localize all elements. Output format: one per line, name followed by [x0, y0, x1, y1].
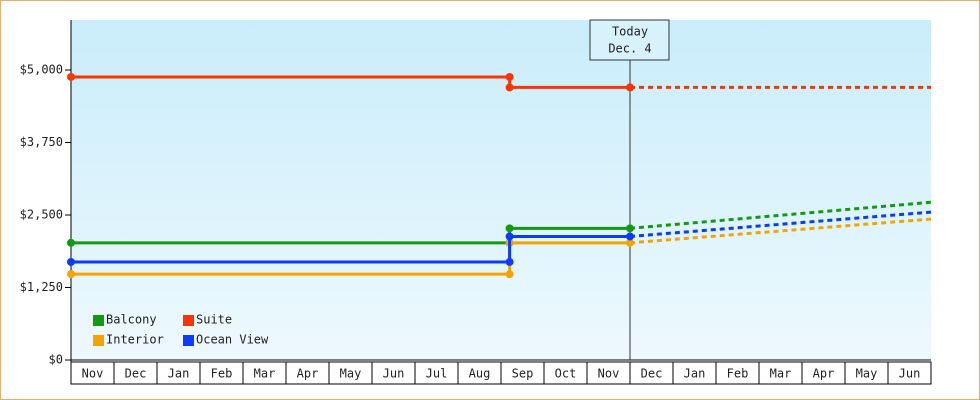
x-tick-label: May [340, 367, 362, 381]
legend-label: Ocean View [196, 333, 269, 347]
x-tick-label: Oct [555, 367, 577, 381]
point [67, 257, 75, 266]
x-tick-label: Jun [899, 367, 921, 381]
x-tick-label: Mar [254, 367, 276, 381]
point [505, 83, 514, 92]
legend-swatch [93, 315, 104, 326]
point [67, 72, 75, 81]
legend-label: Balcony [106, 313, 157, 327]
x-tick-label: Jan [684, 367, 706, 381]
month-cell [887, 361, 932, 385]
plot-area [71, 20, 931, 360]
point [505, 257, 514, 266]
point [505, 232, 514, 241]
point [67, 270, 75, 279]
x-tick-label: Jun [383, 367, 405, 381]
point [626, 232, 634, 241]
point [626, 224, 634, 233]
today-box [589, 19, 670, 61]
point [67, 238, 75, 247]
x-tick-label: Apr [297, 367, 319, 381]
x-tick-label: Feb [727, 367, 749, 381]
x-tick-label: Sep [512, 367, 534, 381]
point [505, 270, 514, 279]
point [505, 224, 514, 233]
x-tick-label: Dec [125, 367, 147, 381]
point [505, 72, 514, 81]
x-tick-label: Apr [813, 367, 835, 381]
y-tick-label: $3,750 [20, 135, 63, 149]
today-label: Today [612, 25, 648, 39]
x-tick-label: Jan [168, 367, 190, 381]
legend-label: Interior [106, 333, 164, 347]
y-tick-label: $5,000 [20, 62, 63, 76]
point [626, 83, 634, 92]
x-tick-label: Nov [598, 367, 620, 381]
x-tick-label: Feb [211, 367, 233, 381]
point [626, 238, 634, 247]
series-line [71, 75, 630, 89]
today-label: Dec. 4 [608, 42, 651, 56]
y-tick-label: $1,250 [20, 280, 63, 294]
x-tick-label: Nov [82, 367, 104, 381]
x-tick-label: Mar [770, 367, 792, 381]
x-tick-label: Aug [469, 367, 491, 381]
y-tick-label: $0 [49, 353, 63, 367]
x-tick-label: Dec [641, 367, 663, 381]
series-line [71, 234, 630, 264]
legend-swatch [183, 335, 194, 346]
legend-swatch [183, 315, 194, 326]
x-tick-label: Jul [426, 367, 448, 381]
y-tick-label: $2,500 [20, 207, 63, 221]
legend-swatch [93, 335, 104, 346]
legend-label: Suite [196, 313, 232, 327]
x-tick-label: May [856, 367, 878, 381]
